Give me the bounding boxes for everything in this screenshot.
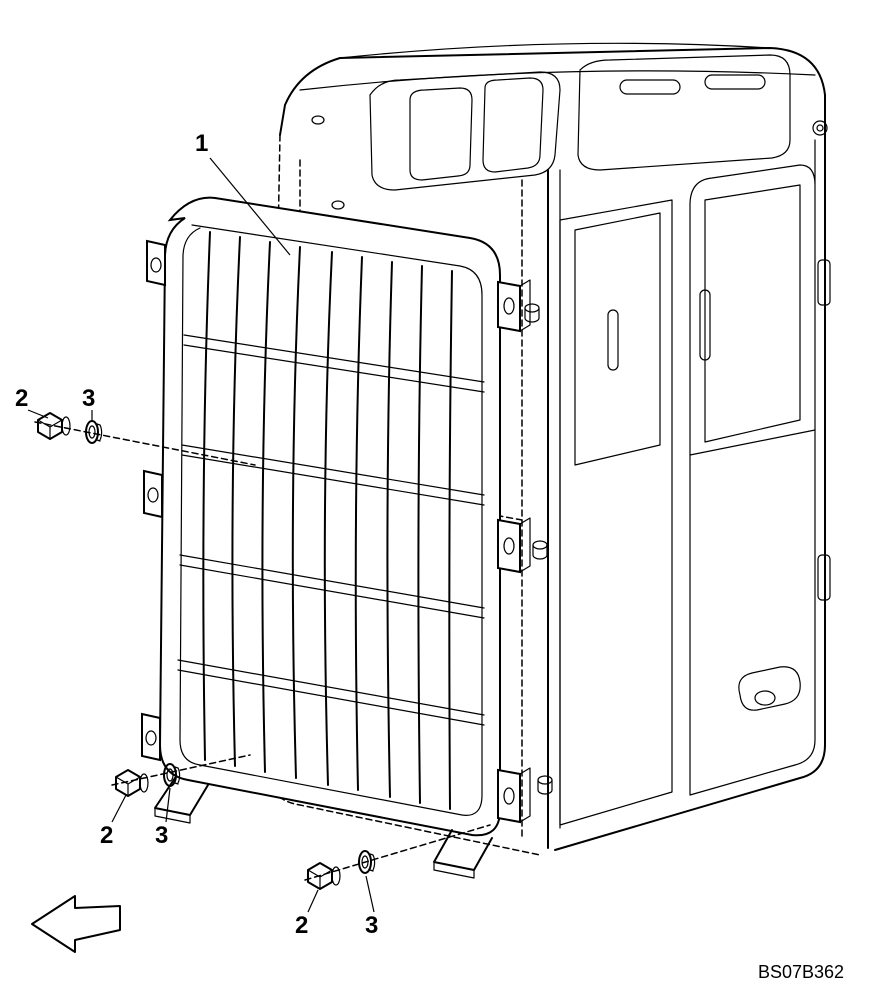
callout-3c: 3 <box>365 912 378 940</box>
callout-1: 1 <box>195 130 208 158</box>
callout-2b: 2 <box>100 822 113 850</box>
parts-diagram: .main { fill: none; stroke: #000000; str… <box>0 0 880 1000</box>
callout-3a: 3 <box>82 385 95 413</box>
callout-3b: 3 <box>155 822 168 850</box>
direction-arrow <box>32 896 120 952</box>
diagram-svg: .main { fill: none; stroke: #000000; str… <box>0 0 880 1000</box>
callout-2a: 2 <box>15 385 28 413</box>
drawing-code: BS07B362 <box>758 962 844 983</box>
fastener-set-bottom-right <box>305 825 490 889</box>
front-guard <box>142 198 530 878</box>
callout-2c: 2 <box>295 912 308 940</box>
